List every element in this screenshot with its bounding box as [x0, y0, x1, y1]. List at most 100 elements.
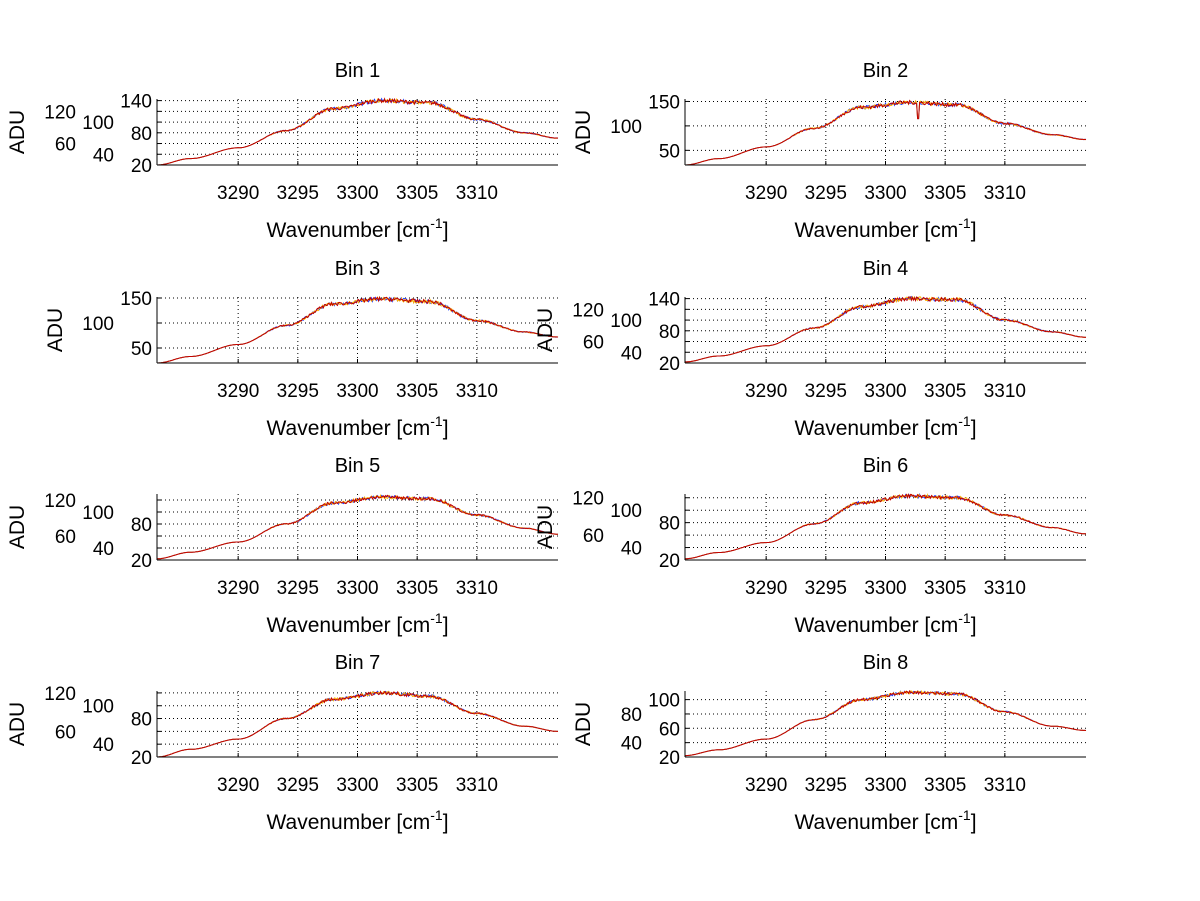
y-tick-label: 40: [93, 145, 114, 166]
x-label-text: Wavenumber [cm: [266, 811, 430, 834]
y-tick-label: 20: [131, 551, 152, 572]
x-label-close: ]: [443, 811, 449, 834]
y-tick-label: 80: [659, 514, 680, 535]
y-tick-label: 80: [131, 515, 152, 536]
x-tick-label: 3295: [277, 578, 319, 599]
subplot-5: 3290 3295 3300 3305 3310 20 40 60 80 100 120 Bin 5 A…: [6, 455, 559, 637]
y-tick-label: 40: [621, 343, 642, 364]
x-tick-label: 3305: [924, 183, 966, 204]
x-label-superscript: -1: [958, 610, 971, 626]
x-label-text: Wavenumber [cm: [794, 811, 958, 834]
x-tick-label: 3300: [336, 775, 378, 796]
series-line-3: [157, 97, 559, 166]
y-tick-label: 40: [621, 539, 642, 560]
subplot-title: Bin 3: [335, 258, 381, 280]
y-tick-label: 120: [572, 300, 604, 321]
x-tick-label: 3290: [745, 183, 787, 204]
y-tick-label: 120: [572, 489, 604, 510]
y-tick-label: 60: [583, 526, 604, 547]
subplot-1: 3290 3295 3300 3305 3310 20 40 60 80 100 120 140 Bin…: [6, 60, 559, 242]
x-label-close: ]: [443, 219, 449, 242]
x-axis-label: Wavenumber [cm-1]: [266, 610, 448, 637]
subplot-6: 3290 3295 3300 3305 3310 20 40 60 80 100 120 Bin 6 A…: [534, 455, 1087, 637]
series-line-3: [685, 296, 1087, 363]
x-axis-label: Wavenumber [cm-1]: [794, 215, 976, 242]
y-tick-label: 80: [659, 322, 680, 343]
x-tick-label: 3300: [864, 775, 906, 796]
series-line-3: [157, 494, 558, 560]
subplot-title: Bin 8: [863, 652, 909, 674]
y-tick-label: 60: [55, 527, 76, 548]
x-tick-label: 3310: [456, 775, 498, 796]
x-tick-label: 3295: [277, 775, 319, 796]
subplot-2: 3290 3295 3300 3305 3310 50 100 150 Bin 2 ADU Wave…: [572, 60, 1087, 242]
subplot-title: Bin 6: [863, 455, 909, 477]
y-tick-label: 100: [610, 501, 642, 522]
y-tick-label: 20: [659, 551, 680, 572]
x-tick-label: 3310: [456, 578, 498, 599]
x-tick-label: 3300: [336, 381, 378, 402]
subplot-8: 3290 3295 3300 3305 3310 20 40 60 80 100 Bin 8 ADU W…: [572, 652, 1087, 834]
x-tick-label: 3295: [277, 183, 319, 204]
x-label-superscript: -1: [430, 215, 443, 231]
y-tick-label: 20: [131, 156, 152, 177]
x-tick-label: 3300: [864, 381, 906, 402]
x-tick-label: 3300: [864, 578, 906, 599]
x-label-text: Wavenumber [cm: [794, 614, 958, 637]
x-tick-label: 3305: [396, 381, 438, 402]
y-tick-label: 100: [82, 697, 114, 718]
x-label-text: Wavenumber [cm: [794, 417, 958, 440]
x-label-close: ]: [971, 811, 977, 834]
series-line-3: [157, 295, 559, 364]
x-tick-label: 3295: [277, 381, 319, 402]
x-label-close: ]: [971, 417, 977, 440]
y-tick-label: 120: [44, 491, 76, 512]
x-tick-label: 3295: [805, 775, 847, 796]
y-tick-label: 50: [131, 339, 152, 360]
series-line-3: [157, 690, 558, 758]
x-label-text: Wavenumber [cm: [266, 219, 430, 242]
y-tick-label: 100: [82, 503, 114, 524]
y-axis-label: ADU: [6, 110, 29, 154]
y-tick-label: 50: [659, 141, 680, 162]
y-tick-label: 80: [131, 710, 152, 731]
y-tick-label: 60: [659, 719, 680, 740]
x-axis-label: Wavenumber [cm-1]: [266, 215, 448, 242]
x-tick-label: 3290: [217, 381, 259, 402]
y-axis-label: ADU: [572, 702, 595, 746]
subplot-4: 3290 3295 3300 3305 3310 20 40 60 80 100 120 140 Bin…: [534, 258, 1087, 440]
y-tick-label: 120: [44, 684, 76, 705]
x-label-superscript: -1: [958, 413, 971, 429]
subplot-title: Bin 1: [335, 60, 381, 82]
x-tick-label: 3290: [217, 578, 259, 599]
y-tick-label: 140: [120, 92, 152, 113]
x-label-text: Wavenumber [cm: [266, 417, 430, 440]
x-axis-label: Wavenumber [cm-1]: [794, 610, 976, 637]
x-tick-label: 3305: [396, 775, 438, 796]
x-tick-label: 3295: [805, 381, 847, 402]
x-label-superscript: -1: [430, 413, 443, 429]
y-tick-label: 40: [93, 539, 114, 560]
y-axis-label: ADU: [534, 505, 557, 549]
y-tick-label: 80: [131, 124, 152, 145]
x-tick-label: 3310: [984, 775, 1026, 796]
x-tick-label: 3310: [456, 183, 498, 204]
x-tick-label: 3290: [217, 775, 259, 796]
series-line-3: [685, 99, 1087, 166]
x-label-superscript: -1: [430, 610, 443, 626]
y-tick-label: 120: [44, 102, 76, 123]
x-tick-label: 3290: [745, 578, 787, 599]
x-axis-label: Wavenumber [cm-1]: [266, 413, 448, 440]
subplot-title: Bin 2: [863, 60, 909, 82]
subplot-3: 3290 3295 3300 3305 3310 50 100 150 Bin 3 ADU Wave…: [44, 258, 559, 440]
y-tick-label: 60: [55, 722, 76, 743]
y-tick-label: 100: [82, 314, 114, 335]
x-tick-label: 3305: [924, 578, 966, 599]
x-label-close: ]: [443, 417, 449, 440]
y-tick-label: 40: [621, 734, 642, 755]
y-tick-label: 60: [583, 333, 604, 354]
y-axis-label: ADU: [6, 505, 29, 549]
x-axis-label: Wavenumber [cm-1]: [266, 807, 448, 834]
subplot-7: 3290 3295 3300 3305 3310 20 40 60 80 100 120 Bin 7 A…: [6, 652, 558, 834]
x-tick-label: 3290: [745, 775, 787, 796]
